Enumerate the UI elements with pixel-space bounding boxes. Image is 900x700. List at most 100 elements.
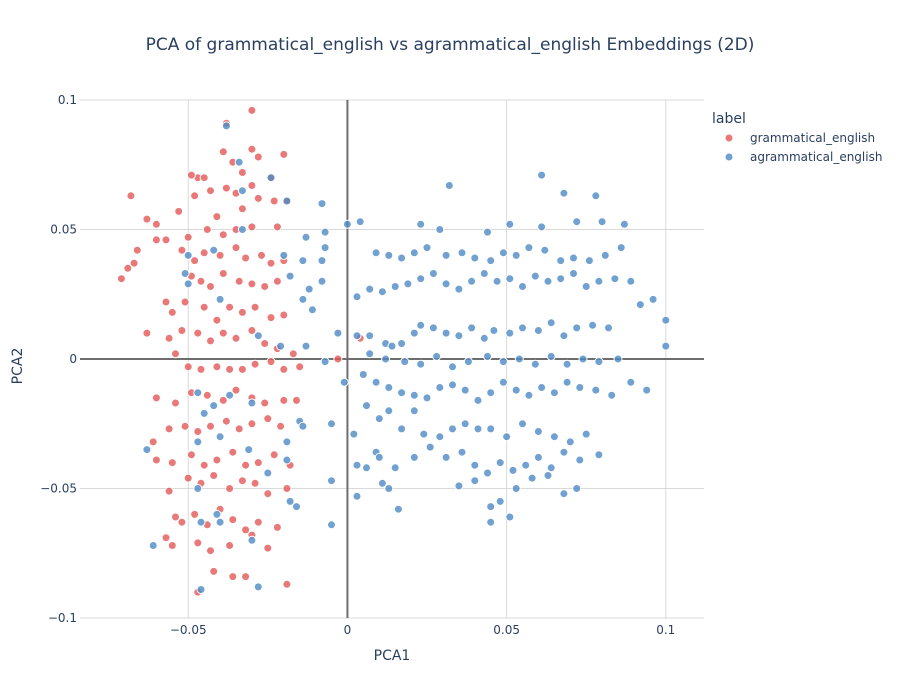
point-agrammatical-english <box>416 274 426 284</box>
point-grammatical-english <box>247 326 257 335</box>
point-agrammatical-english <box>234 157 244 167</box>
point-agrammatical-english <box>393 504 403 514</box>
point-agrammatical-english <box>508 465 518 475</box>
point-grammatical-english <box>221 416 231 426</box>
point-agrammatical-english <box>237 186 247 196</box>
point-grammatical-english <box>279 310 289 320</box>
point-grammatical-english <box>247 419 257 429</box>
point-grammatical-english <box>279 395 289 405</box>
point-agrammatical-english <box>448 380 457 390</box>
point-agrammatical-english <box>486 424 496 434</box>
point-grammatical-english <box>151 235 161 245</box>
point-grammatical-english <box>116 274 126 284</box>
point-agrammatical-english <box>537 222 547 232</box>
point-agrammatical-english <box>569 269 578 278</box>
point-grammatical-english <box>161 235 171 245</box>
point-agrammatical-english <box>588 320 598 330</box>
point-agrammatical-english <box>467 323 477 333</box>
point-agrammatical-english <box>282 196 292 206</box>
point-grammatical-english <box>206 546 215 556</box>
point-agrammatical-english <box>365 331 375 341</box>
point-agrammatical-english <box>559 188 569 198</box>
point-agrammatical-english <box>397 253 407 263</box>
point-grammatical-english <box>161 533 171 543</box>
point-agrammatical-english <box>403 279 413 289</box>
point-grammatical-english <box>202 390 212 400</box>
point-agrammatical-english <box>591 385 601 395</box>
point-agrammatical-english <box>492 276 502 286</box>
point-grammatical-english <box>183 362 193 372</box>
point-agrammatical-english <box>409 452 419 462</box>
point-grammatical-english <box>228 572 238 582</box>
point-grammatical-english <box>199 248 209 258</box>
point-agrammatical-english <box>549 432 559 442</box>
point-agrammatical-english <box>292 502 301 512</box>
point-agrammatical-english <box>537 170 547 180</box>
point-agrammatical-english <box>470 253 480 263</box>
point-agrammatical-english <box>183 279 193 289</box>
point-grammatical-english <box>272 222 282 232</box>
point-agrammatical-english <box>546 351 556 361</box>
point-grammatical-english <box>237 364 247 374</box>
point-agrammatical-english <box>428 269 438 278</box>
point-grammatical-english <box>193 427 203 436</box>
point-grammatical-english <box>177 245 187 255</box>
point-grammatical-english <box>209 471 219 480</box>
point-agrammatical-english <box>237 225 247 234</box>
y-axis-title: PCA2 <box>10 348 26 385</box>
point-agrammatical-english <box>594 357 604 367</box>
point-agrammatical-english <box>502 432 512 442</box>
legend[interactable]: label grammatical_english agrammatical_e… <box>712 111 882 164</box>
legend-item-grammatical[interactable]: grammatical_english <box>724 131 875 145</box>
point-agrammatical-english <box>215 517 225 527</box>
point-grammatical-english <box>260 282 270 291</box>
point-grammatical-english <box>171 349 180 359</box>
point-grammatical-english <box>190 509 200 519</box>
point-agrammatical-english <box>409 328 419 338</box>
y-tick-label: −0.1 <box>48 611 77 625</box>
point-agrammatical-english <box>253 331 263 341</box>
point-grammatical-english <box>237 476 247 486</box>
x-axis-title: PCA1 <box>374 648 411 664</box>
point-agrammatical-english <box>397 424 407 434</box>
point-agrammatical-english <box>505 512 515 522</box>
point-agrammatical-english <box>409 390 419 400</box>
point-agrammatical-english <box>317 199 327 209</box>
point-agrammatical-english <box>390 463 400 473</box>
point-agrammatical-english <box>298 256 308 266</box>
point-agrammatical-english <box>215 294 225 304</box>
point-grammatical-english <box>250 302 260 312</box>
point-agrammatical-english <box>193 437 203 447</box>
point-grammatical-english <box>164 333 174 343</box>
point-agrammatical-english <box>247 535 257 545</box>
point-agrammatical-english <box>511 385 521 395</box>
point-grammatical-english <box>167 307 177 317</box>
legend-item-agrammatical[interactable]: agrammatical_english <box>724 150 882 164</box>
point-agrammatical-english <box>584 256 594 266</box>
point-agrammatical-english <box>419 429 429 439</box>
point-agrammatical-english <box>365 349 375 359</box>
point-agrammatical-english <box>540 245 550 255</box>
point-agrammatical-english <box>619 219 629 229</box>
point-grammatical-english <box>186 450 196 460</box>
point-agrammatical-english <box>285 271 295 281</box>
point-grammatical-english <box>241 460 251 470</box>
point-agrammatical-english <box>463 357 473 367</box>
point-grammatical-english <box>250 359 260 369</box>
point-agrammatical-english <box>533 452 543 462</box>
point-agrammatical-english <box>470 460 480 470</box>
point-grammatical-english <box>288 349 298 359</box>
point-agrammatical-english <box>199 408 209 418</box>
point-grammatical-english <box>260 339 270 348</box>
point-agrammatical-english <box>441 452 451 462</box>
point-grammatical-english <box>129 258 139 268</box>
point-agrammatical-english <box>454 481 464 491</box>
point-agrammatical-english <box>546 318 556 328</box>
point-grammatical-english <box>282 579 292 589</box>
point-grammatical-english <box>263 489 273 499</box>
point-agrammatical-english <box>556 274 566 284</box>
point-agrammatical-english <box>467 276 477 286</box>
point-grammatical-english <box>253 458 263 468</box>
point-agrammatical-english <box>377 287 387 297</box>
